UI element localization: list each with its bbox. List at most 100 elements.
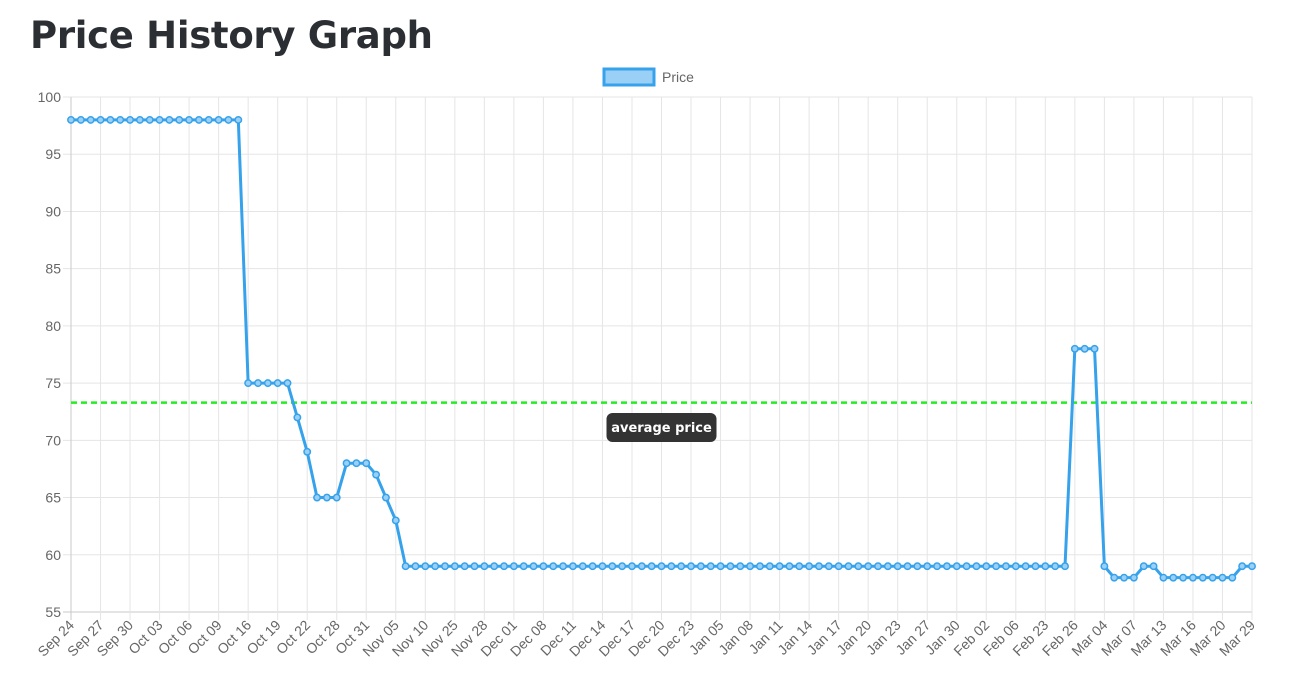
price-point <box>313 493 321 502</box>
price-point <box>913 562 922 571</box>
price-point <box>450 562 459 571</box>
average-price-badge <box>606 413 717 442</box>
price-point <box>982 562 991 571</box>
price-point <box>155 115 164 124</box>
price-point <box>923 562 932 571</box>
price-point <box>116 115 125 124</box>
price-point <box>1002 562 1010 571</box>
price-point <box>765 562 774 571</box>
price-point <box>962 562 971 571</box>
price-point <box>628 562 636 571</box>
price-point <box>165 115 174 124</box>
price-point <box>362 459 371 468</box>
price-point <box>86 115 95 124</box>
price-point <box>864 562 873 571</box>
price-point <box>834 562 843 571</box>
price-point <box>1061 562 1069 571</box>
price-point <box>391 516 400 525</box>
price-point <box>1238 562 1247 571</box>
price-point <box>352 459 361 468</box>
price-point <box>1228 573 1237 582</box>
y-tick-label: 80 <box>45 318 61 334</box>
price-point <box>824 562 833 571</box>
price-point <box>755 562 764 571</box>
price-point <box>96 115 105 124</box>
price-point <box>893 562 902 571</box>
price-point <box>716 562 725 571</box>
price-point <box>706 562 715 571</box>
price-point <box>509 562 518 571</box>
price-point <box>618 562 627 571</box>
price-point <box>529 562 538 571</box>
price-point <box>254 379 262 388</box>
price-point <box>381 493 390 502</box>
price-point <box>67 115 75 124</box>
chart-grid <box>63 96 1253 620</box>
price-point <box>1070 344 1079 353</box>
price-point <box>480 562 489 571</box>
price-point <box>431 562 440 571</box>
price-point <box>106 115 115 124</box>
price-point <box>1100 562 1109 571</box>
price-point <box>1080 344 1089 353</box>
price-point <box>1031 562 1040 571</box>
price-point <box>126 115 135 124</box>
y-tick-label: 75 <box>45 375 61 391</box>
price-point <box>805 562 814 571</box>
price-point <box>1051 562 1060 571</box>
price-point <box>411 562 420 571</box>
price-point <box>1090 344 1099 353</box>
price-point <box>194 115 203 124</box>
price-point <box>854 562 863 571</box>
price-point <box>342 459 351 468</box>
price-point <box>844 562 853 571</box>
price-point <box>303 447 312 456</box>
price-point <box>637 562 646 571</box>
price-point <box>874 562 882 571</box>
price-point <box>214 115 223 124</box>
y-tick-label: 95 <box>45 146 61 162</box>
price-point <box>972 562 981 571</box>
y-tick-label: 60 <box>45 547 61 563</box>
price-point <box>746 562 755 571</box>
price-point <box>1041 562 1050 571</box>
price-point <box>1159 573 1168 582</box>
price-point <box>1139 562 1148 571</box>
price-point <box>952 562 961 571</box>
price-point <box>598 562 607 571</box>
price-point <box>273 379 282 388</box>
chart-legend[interactable]: Price <box>602 67 694 87</box>
y-tick-label: 55 <box>45 604 61 620</box>
price-point <box>736 562 745 571</box>
price-point <box>1179 573 1188 582</box>
price-point <box>1120 573 1129 582</box>
price-point <box>1129 573 1138 582</box>
price-point <box>687 562 695 571</box>
price-point <box>1218 573 1227 582</box>
average-price-label: average price <box>611 421 712 436</box>
price-point <box>677 562 686 571</box>
price-point <box>1169 573 1178 582</box>
price-point <box>175 115 184 124</box>
price-point <box>76 115 85 124</box>
price-point <box>933 562 942 571</box>
price-point <box>460 562 469 571</box>
annotations: average price <box>606 413 717 442</box>
y-tick-label: 90 <box>45 203 61 219</box>
price-point <box>883 562 892 571</box>
price-point <box>775 562 784 571</box>
price-point <box>185 115 194 124</box>
y-tick-label: 85 <box>45 261 61 277</box>
price-point <box>549 562 558 571</box>
price-point <box>283 379 292 388</box>
y-tick-label: 70 <box>45 432 61 448</box>
price-point <box>1110 573 1119 582</box>
series-layer <box>67 115 1256 582</box>
y-tick-label: 65 <box>45 490 61 506</box>
price-point <box>500 562 508 571</box>
price-point <box>785 562 794 571</box>
price-point <box>559 562 568 571</box>
price-point <box>204 115 213 124</box>
price-point <box>657 562 666 571</box>
